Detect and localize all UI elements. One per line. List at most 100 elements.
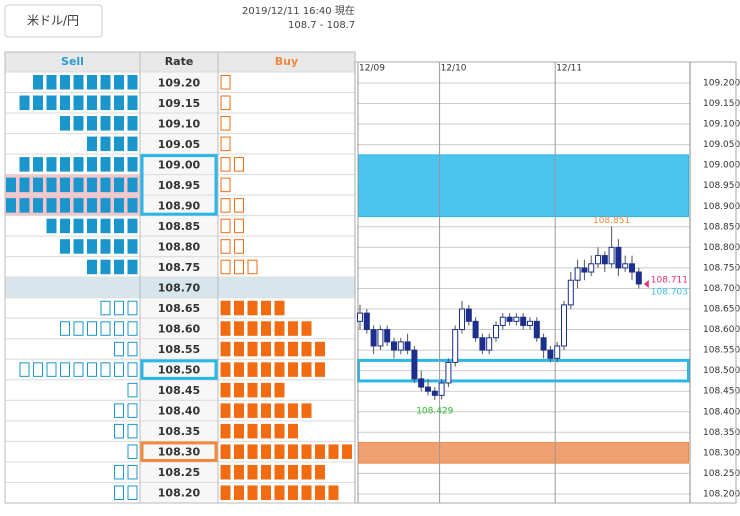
rate: 108.50	[158, 364, 201, 377]
buy-block	[288, 321, 298, 336]
sell-block	[114, 403, 124, 418]
sell-block	[114, 218, 124, 234]
buy-block	[234, 321, 244, 336]
sell-block	[127, 198, 138, 213]
sell-block	[60, 218, 70, 234]
buy-volume	[220, 423, 298, 439]
buy-block	[328, 485, 339, 501]
sell-volume	[114, 341, 138, 357]
buy-block	[274, 382, 285, 398]
sell-block	[60, 362, 70, 377]
plot-bg	[357, 62, 690, 503]
buy-volume	[220, 157, 244, 172]
pair-label[interactable]: 米ドル/円	[27, 14, 79, 28]
candle-body	[567, 279, 574, 306]
candle-body	[411, 349, 418, 380]
candle-body	[493, 324, 499, 339]
buy-block	[234, 403, 244, 418]
buy-volume	[220, 177, 231, 193]
sell-block	[87, 198, 97, 213]
sell-volume	[60, 116, 138, 131]
buy-block	[220, 444, 231, 459]
annotation: 108.851	[593, 216, 630, 226]
rate: 108.85	[158, 220, 200, 233]
rate-box	[140, 359, 218, 380]
buy-block	[247, 382, 258, 398]
buy-volume	[220, 382, 285, 398]
buy-block	[220, 341, 231, 357]
sell-block	[19, 362, 30, 377]
sell-block	[100, 300, 111, 316]
buy-block	[315, 362, 325, 377]
buy-block	[247, 362, 258, 377]
buy-block	[274, 321, 285, 336]
sell-block	[127, 75, 138, 90]
candle-body	[520, 316, 527, 326]
buy-block	[220, 198, 231, 213]
buy-block	[288, 362, 298, 377]
sell-block	[33, 75, 43, 90]
column-header: Sell	[61, 55, 84, 68]
sell-block	[19, 198, 30, 213]
sell-block	[33, 95, 43, 111]
buy-block	[261, 300, 271, 316]
sell-volume	[33, 75, 138, 90]
candle-body	[499, 316, 506, 326]
buy-volume	[220, 116, 231, 131]
buy-volume	[220, 300, 285, 316]
candle-body	[377, 329, 384, 347]
sell-block	[19, 157, 30, 172]
sell-block	[127, 259, 138, 275]
buy-volume	[220, 259, 258, 275]
sell-block	[33, 198, 43, 213]
buy-block	[261, 382, 271, 398]
date-label: 12/10	[441, 64, 467, 74]
sell-block	[114, 464, 124, 480]
sell-block	[114, 423, 124, 439]
sell-volume	[6, 198, 138, 213]
buy-block	[234, 218, 244, 234]
y-tick-label: 109.000	[703, 161, 740, 171]
buy-block	[288, 485, 298, 501]
sell-block	[100, 136, 111, 152]
buy-block	[274, 423, 285, 439]
sell-block	[127, 239, 138, 254]
chart-border	[354, 61, 737, 504]
buy-block	[220, 485, 231, 501]
buy-block	[288, 403, 298, 418]
sell-block	[87, 321, 97, 336]
sell-block	[46, 218, 57, 234]
buy-block	[220, 382, 231, 398]
sell-volume	[127, 444, 138, 459]
sell-block	[114, 341, 124, 357]
sell-block	[127, 485, 138, 501]
candle-body	[513, 316, 520, 322]
sell-block	[73, 198, 84, 213]
sell-volume	[114, 464, 138, 480]
sell-volume	[6, 177, 138, 193]
buy-block	[247, 464, 258, 480]
sell-block	[127, 423, 138, 439]
sell-block	[87, 95, 97, 111]
sell-block	[100, 157, 111, 172]
candle-body	[363, 312, 370, 331]
buy-block	[220, 321, 231, 336]
buy-block	[301, 464, 312, 480]
pair-button[interactable]	[4, 4, 103, 38]
buy-volume	[220, 218, 244, 234]
sell-block	[60, 157, 70, 172]
rate: 108.60	[158, 323, 201, 336]
y-tick-label: 108.650	[703, 305, 740, 315]
sell-block	[73, 177, 84, 193]
y-tick-label: 108.550	[703, 346, 740, 356]
sell-block	[114, 136, 124, 152]
rate: 108.65	[158, 302, 200, 315]
sell-block	[100, 95, 111, 111]
candle-body	[370, 329, 377, 347]
y-tick-label: 108.800	[703, 243, 740, 253]
rate: 108.45	[158, 384, 200, 397]
candle-body	[391, 341, 397, 351]
timestamp: 2019/12/11 16:40 現在	[242, 5, 355, 17]
y-tick-label: 108.750	[703, 263, 740, 273]
sell-block	[60, 198, 70, 213]
